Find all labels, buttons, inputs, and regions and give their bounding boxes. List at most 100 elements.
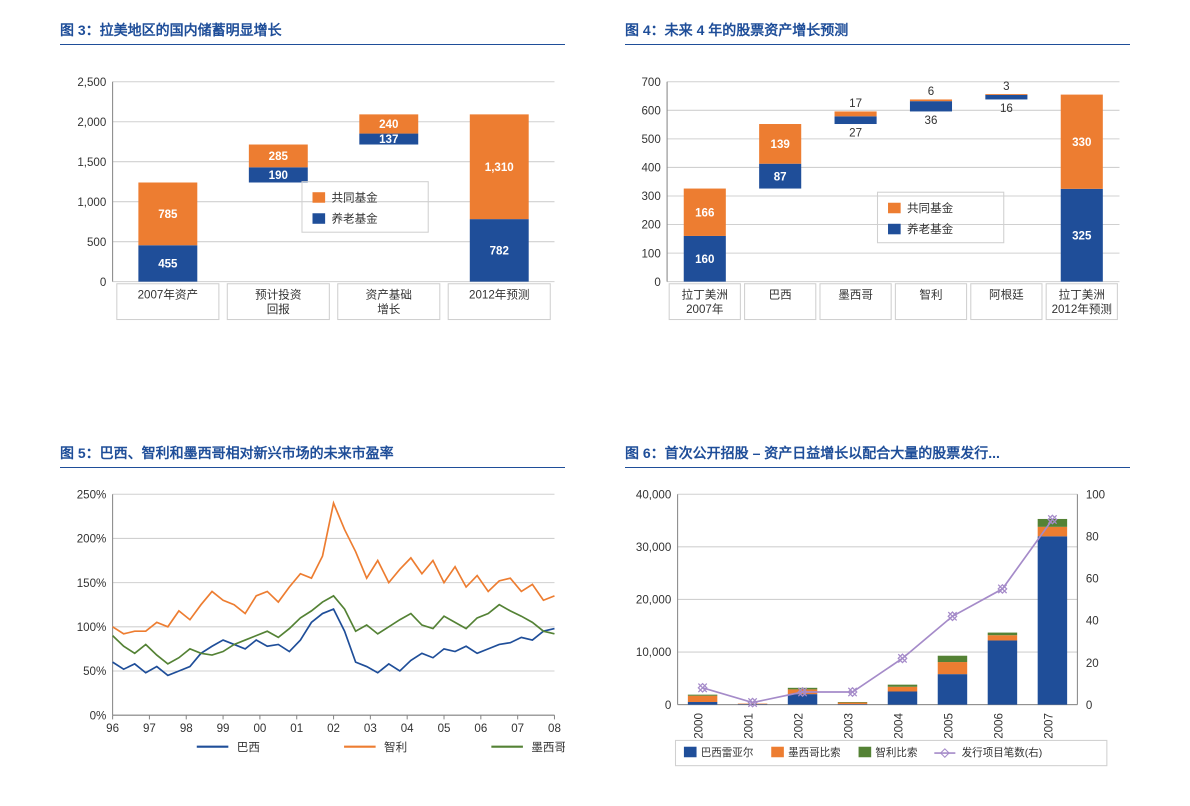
svg-text:03: 03	[364, 723, 377, 735]
svg-text:785: 785	[158, 209, 178, 221]
svg-text:455: 455	[158, 259, 178, 271]
svg-text:2003: 2003	[844, 713, 856, 739]
svg-text:2,500: 2,500	[77, 77, 106, 89]
svg-text:17: 17	[849, 98, 862, 110]
svg-text:1,000: 1,000	[77, 197, 106, 209]
svg-text:回报: 回报	[267, 302, 291, 316]
svg-text:600: 600	[641, 106, 660, 118]
svg-text:00: 00	[253, 723, 266, 735]
svg-text:拉丁美洲: 拉丁美洲	[1059, 287, 1105, 301]
svg-text:08: 08	[548, 723, 561, 735]
svg-text:6: 6	[928, 86, 934, 98]
svg-text:250%: 250%	[77, 489, 107, 501]
svg-text:0: 0	[1086, 700, 1092, 712]
svg-text:400: 400	[641, 163, 660, 175]
svg-text:20: 20	[1086, 658, 1099, 670]
svg-text:养老基金: 养老基金	[907, 222, 954, 236]
svg-text:36: 36	[925, 115, 938, 127]
svg-text:2002: 2002	[794, 713, 806, 739]
svg-text:05: 05	[438, 723, 451, 735]
svg-text:2006: 2006	[993, 713, 1005, 739]
svg-text:200: 200	[641, 220, 660, 232]
svg-text:80: 80	[1086, 532, 1099, 544]
svg-text:160: 160	[695, 254, 714, 266]
svg-text:0: 0	[654, 277, 660, 289]
svg-text:50%: 50%	[83, 666, 106, 678]
svg-text:27: 27	[849, 128, 862, 140]
svg-text:02: 02	[327, 723, 340, 735]
svg-text:巴西雷亚尔: 巴西雷亚尔	[701, 746, 754, 759]
chart5-title: 图 5：巴西、智利和墨西哥相对新兴市场的未来市盈率	[60, 443, 565, 468]
svg-text:20,000: 20,000	[636, 595, 671, 607]
svg-text:325: 325	[1072, 230, 1092, 242]
svg-text:330: 330	[1072, 137, 1091, 149]
svg-text:07: 07	[511, 723, 524, 735]
svg-text:01: 01	[290, 723, 303, 735]
svg-text:100%: 100%	[77, 622, 107, 634]
panel-chart3: 图 3：拉美地区的国内储蓄明显增长 0 500 1,000 1,500 2,000 2,5…	[60, 20, 565, 363]
svg-text:巴西: 巴西	[237, 742, 260, 754]
svg-text:285: 285	[269, 151, 289, 163]
chart3-title: 图 3：拉美地区的国内储蓄明显增长	[60, 20, 565, 45]
svg-text:智利比索: 智利比索	[875, 746, 917, 759]
svg-text:240: 240	[379, 119, 398, 131]
svg-text:资产基础: 资产基础	[366, 287, 412, 301]
svg-text:98: 98	[180, 723, 193, 735]
svg-text:2,000: 2,000	[77, 117, 106, 129]
svg-text:增长: 增长	[377, 302, 401, 316]
svg-text:200%: 200%	[77, 534, 107, 546]
svg-text:养老基金: 养老基金	[331, 212, 378, 226]
svg-text:1,310: 1,310	[485, 162, 514, 174]
svg-text:97: 97	[143, 723, 156, 735]
svg-text:30,000: 30,000	[636, 542, 671, 554]
svg-text:96: 96	[106, 723, 119, 735]
svg-text:2000: 2000	[694, 713, 706, 739]
svg-text:拉丁美洲: 拉丁美洲	[682, 287, 728, 301]
svg-text:137: 137	[379, 134, 398, 146]
svg-text:300: 300	[641, 191, 660, 203]
chart4-title: 图 4：未来 4 年的股票资产增长预测	[625, 20, 1130, 45]
svg-text:阿根廷: 阿根廷	[989, 287, 1024, 301]
svg-text:06: 06	[474, 723, 487, 735]
svg-text:16: 16	[1000, 103, 1013, 115]
svg-text:巴西: 巴西	[769, 289, 792, 301]
chart4-svg-box: 0100200300400500600700160166拉丁美洲2007年871…	[625, 53, 1130, 363]
svg-text:150%: 150%	[77, 578, 107, 590]
svg-text:2007: 2007	[1043, 713, 1055, 739]
svg-text:60: 60	[1086, 574, 1099, 586]
svg-text:87: 87	[774, 171, 787, 183]
svg-text:智利: 智利	[919, 287, 942, 301]
svg-text:2012年预测: 2012年预测	[1052, 302, 1112, 316]
panel-chart6: 图 6：首次公开招股 – 资产日益增长以配合大量的股票发行... 010,000…	[625, 443, 1130, 786]
svg-text:500: 500	[641, 134, 660, 146]
svg-text:墨西哥: 墨西哥	[838, 288, 873, 301]
svg-text:500: 500	[87, 237, 106, 249]
svg-text:700: 700	[641, 77, 660, 89]
svg-text:2007年: 2007年	[686, 302, 724, 316]
svg-text:共同基金: 共同基金	[331, 191, 378, 205]
svg-text:99: 99	[217, 723, 230, 735]
svg-text:04: 04	[401, 723, 414, 735]
chart5-svg-box: 0% 50% 100% 150% 200% 250% 96 97 98 99 00 01 02 03 04 0…	[60, 476, 565, 786]
svg-text:2012年预测: 2012年预测	[469, 287, 529, 301]
svg-text:100: 100	[641, 248, 660, 260]
svg-text:0: 0	[100, 277, 106, 289]
svg-text:139: 139	[771, 139, 790, 151]
svg-text:预计投资: 预计投资	[255, 287, 301, 301]
svg-text:2001: 2001	[744, 713, 756, 739]
chart6-title: 图 6：首次公开招股 – 资产日益增长以配合大量的股票发行...	[625, 443, 1130, 468]
svg-text:2004: 2004	[893, 713, 905, 739]
svg-text:1,500: 1,500	[77, 157, 106, 169]
panel-chart4: 图 4：未来 4 年的股票资产增长预测 0 100 200 300 400 500 600 7…	[625, 20, 1130, 363]
svg-text:发行项目笔数(右): 发行项目笔数(右)	[962, 746, 1043, 759]
svg-text:100: 100	[1086, 489, 1105, 501]
svg-text:40: 40	[1086, 616, 1099, 628]
svg-text:166: 166	[695, 207, 715, 219]
svg-text:0: 0	[665, 700, 671, 712]
chart6-svg-box: 010,00020,00030,00040,000020406080100200…	[625, 476, 1130, 786]
chart3-svg-box: 05001,0001,5002,0002,5004557852007年资产190…	[60, 53, 565, 363]
panel-chart5: 图 5：巴西、智利和墨西哥相对新兴市场的未来市盈率 0% 50% 100% 150% 2…	[60, 443, 565, 786]
svg-text:0%: 0%	[90, 710, 107, 722]
svg-text:墨西哥: 墨西哥	[531, 741, 565, 754]
svg-text:2005: 2005	[943, 713, 955, 739]
